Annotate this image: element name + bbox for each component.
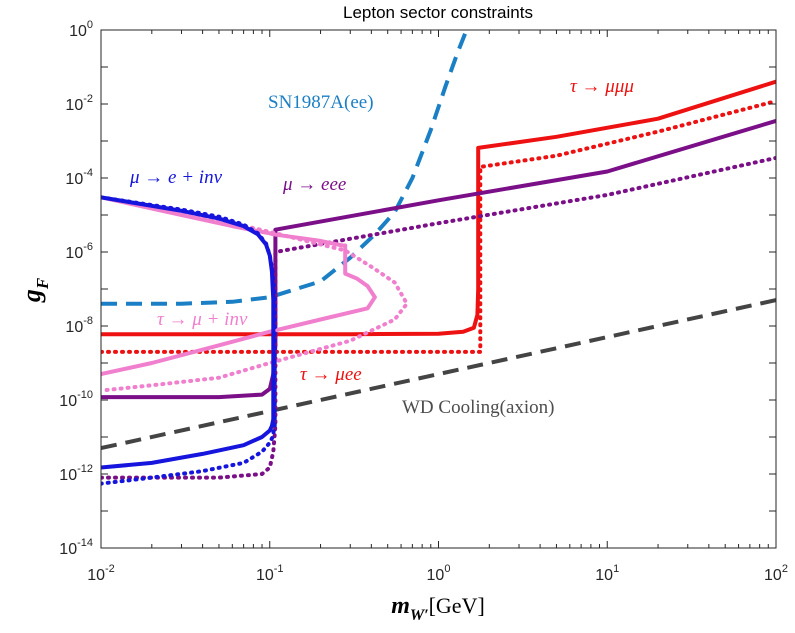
series-line-5 xyxy=(101,155,776,480)
series-line-9 xyxy=(101,195,277,486)
series-line-6 xyxy=(101,195,377,377)
x-tick-label: 10-2 xyxy=(87,563,115,584)
annotation-tau-mu-inv: τ → μ + inv xyxy=(157,309,248,330)
x-axis-label-sub: W′ xyxy=(410,607,429,624)
y-tick-label: 10-12 xyxy=(59,463,93,484)
x-tick-label: 10-1 xyxy=(256,563,284,584)
chart-title: Lepton sector constraints xyxy=(343,3,533,22)
annotation-tau-muee: τ → μee xyxy=(300,364,362,385)
x-tick-labels: 10-2 10-1 100 101 102 xyxy=(87,563,788,584)
tick-layer xyxy=(100,29,777,549)
series-line-3 xyxy=(101,99,776,354)
series-line-1 xyxy=(101,298,776,451)
x-axis-label-unit: [GeV] xyxy=(429,593,485,618)
x-tick-label: 102 xyxy=(764,563,788,584)
series-line-2 xyxy=(101,79,776,337)
y-axis-label-main: g xyxy=(17,289,46,303)
y-axis-label: gF xyxy=(17,277,52,303)
x-axis-label-main: m xyxy=(391,593,410,619)
y-axis-label-sub: F xyxy=(33,277,52,290)
y-tick-label: 10-8 xyxy=(65,315,93,336)
y-tick-label: 10-10 xyxy=(59,389,93,410)
x-tick-label: 101 xyxy=(595,563,619,584)
x-axis-label: mW′[GeV] xyxy=(391,593,485,624)
y-tick-label: 10-4 xyxy=(65,167,93,188)
annotation-sn1987a: SN1987A(ee) xyxy=(268,92,374,113)
annotation-tau-mumumu: τ → μμμ xyxy=(570,76,634,97)
y-tick-labels: 10-14 10-12 10-10 10-8 10-6 10-4 10-2 100 xyxy=(59,19,93,558)
y-tick-label: 100 xyxy=(69,19,93,40)
annotation-mu-eee: μ → eee xyxy=(282,174,346,195)
y-tick-label: 10-6 xyxy=(65,241,93,262)
x-tick-label: 100 xyxy=(427,563,451,584)
y-tick-label: 10-14 xyxy=(59,537,93,558)
annotation-wd-cooling: WD Cooling(axion) xyxy=(402,397,555,418)
y-tick-label: 10-2 xyxy=(65,93,93,114)
series-layer xyxy=(101,30,776,486)
series-line-0 xyxy=(101,30,469,306)
annotation-mu-e-inv: μ → e + inv xyxy=(129,167,223,188)
